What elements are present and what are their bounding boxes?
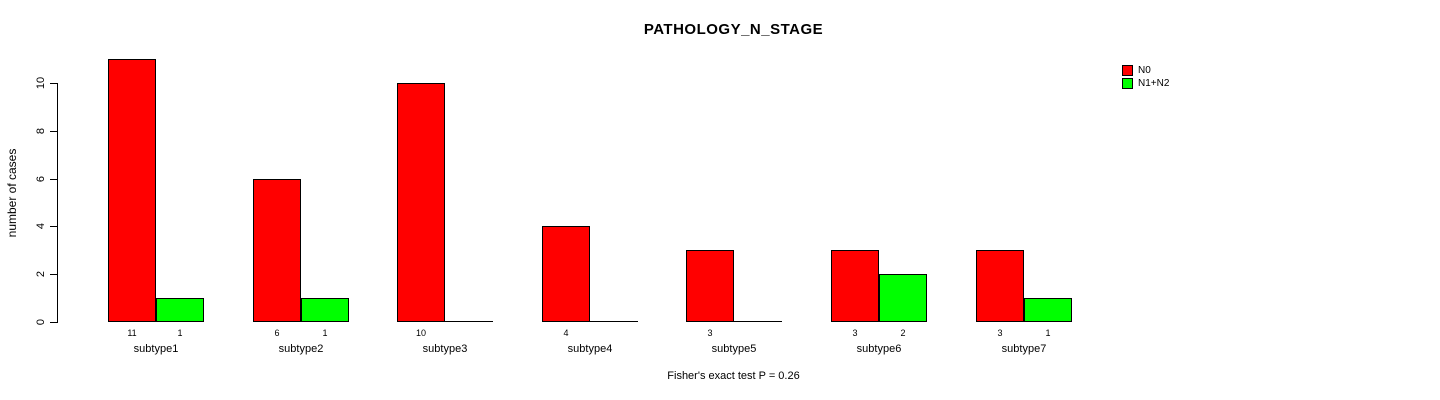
bar-n0-subtype1 bbox=[108, 59, 156, 322]
bar-n1-n2-subtype7 bbox=[1024, 298, 1072, 322]
bar-n0-subtype3 bbox=[397, 83, 445, 322]
y-tick-label: 4 bbox=[35, 222, 47, 230]
bar-n1-n2-subtype6 bbox=[879, 274, 927, 322]
x-category-label: subtype1 bbox=[133, 343, 179, 355]
y-tick-label: 2 bbox=[35, 270, 47, 278]
bar-value-label: 1 bbox=[1045, 328, 1051, 338]
y-axis-line bbox=[57, 83, 58, 323]
annotation-text: Fisher's exact test P = 0.26 bbox=[667, 370, 800, 382]
legend-item-n0: N0 bbox=[1122, 64, 1169, 77]
bar-value-label: 4 bbox=[563, 328, 569, 338]
y-tick-label: 0 bbox=[35, 318, 47, 326]
y-tick-mark bbox=[50, 226, 57, 227]
x-category-label: subtype7 bbox=[1001, 343, 1047, 355]
bar-value-label: 1 bbox=[177, 328, 183, 338]
bar-value-label: 3 bbox=[997, 328, 1003, 338]
x-category-label: subtype5 bbox=[711, 343, 757, 355]
bar-n0-subtype2 bbox=[253, 179, 301, 322]
legend-label-n0: N0 bbox=[1138, 65, 1151, 76]
bar-value-label: 1 bbox=[322, 328, 328, 338]
legend-item-n1n2: N1+N2 bbox=[1122, 77, 1169, 90]
bar-n0-subtype6 bbox=[831, 250, 879, 322]
zero-bar-line bbox=[590, 321, 638, 322]
y-tick-mark bbox=[50, 274, 57, 275]
x-category-label: subtype4 bbox=[567, 343, 613, 355]
zero-bar-line bbox=[734, 321, 782, 322]
bar-n0-subtype7 bbox=[976, 250, 1024, 322]
legend-label-n1n2: N1+N2 bbox=[1138, 78, 1170, 89]
bar-n1-n2-subtype1 bbox=[156, 298, 204, 322]
legend-swatch-n1n2 bbox=[1122, 78, 1133, 89]
bar-n0-subtype5 bbox=[686, 250, 734, 322]
bar-value-label: 11 bbox=[127, 328, 137, 338]
chart-title: PATHOLOGY_N_STAGE bbox=[643, 21, 824, 38]
y-tick-label: 8 bbox=[35, 127, 47, 135]
bar-value-label: 10 bbox=[415, 328, 427, 338]
bar-value-label: 3 bbox=[707, 328, 713, 338]
x-category-label: subtype3 bbox=[422, 343, 468, 355]
x-category-label: subtype6 bbox=[856, 343, 902, 355]
bar-value-label: 3 bbox=[852, 328, 858, 338]
bar-value-label: 2 bbox=[900, 328, 906, 338]
y-tick-mark bbox=[50, 131, 57, 132]
bar-n0-subtype4 bbox=[542, 226, 590, 322]
bar-n1-n2-subtype2 bbox=[301, 298, 349, 322]
zero-bar-line bbox=[445, 321, 493, 322]
y-tick-mark bbox=[50, 83, 57, 84]
legend-swatch-n0 bbox=[1122, 65, 1133, 76]
bar-value-label: 6 bbox=[274, 328, 280, 338]
x-category-label: subtype2 bbox=[278, 343, 324, 355]
y-tick-label: 6 bbox=[35, 175, 47, 183]
y-tick-mark bbox=[50, 322, 57, 323]
y-tick-label: 10 bbox=[35, 76, 47, 90]
legend: N0 N1+N2 bbox=[1122, 64, 1169, 90]
y-tick-mark bbox=[50, 179, 57, 180]
